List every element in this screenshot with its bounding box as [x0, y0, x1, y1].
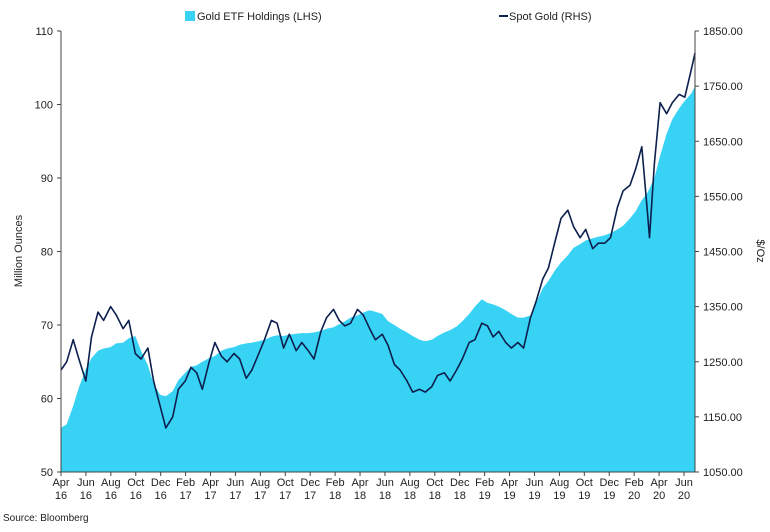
x-tick-year: 19	[578, 490, 590, 502]
x-tick-year: 18	[329, 490, 341, 502]
legend-label-spot: Spot Gold (RHS)	[509, 11, 592, 23]
x-tick-year: 19	[528, 490, 540, 502]
left-tick-label: 110	[35, 26, 53, 38]
x-tick-year: 19	[479, 490, 491, 502]
x-tick-month: Jun	[526, 477, 544, 489]
x-tick-month: Jun	[77, 477, 95, 489]
x-tick-year: 18	[429, 490, 441, 502]
x-tick-month: Feb	[176, 477, 195, 489]
x-tick-year: 17	[304, 490, 316, 502]
x-tick-month: Apr	[501, 477, 518, 489]
x-tick-year: 18	[379, 490, 391, 502]
legend-label-etf: Gold ETF Holdings (LHS)	[197, 11, 322, 23]
x-tick-month: Aug	[550, 477, 570, 489]
x-tick-year: 16	[55, 490, 67, 502]
x-tick-year: 16	[80, 490, 92, 502]
x-tick-month: Dec	[151, 477, 171, 489]
x-tick-year: 16	[105, 490, 117, 502]
right-axis-title: $/Oz	[754, 239, 766, 262]
x-tick-month: Apr	[202, 477, 219, 489]
right-tick-label: 1750.00	[703, 81, 743, 93]
x-tick-month: Jun	[675, 477, 693, 489]
x-tick-year: 18	[354, 490, 366, 502]
left-tick-label: 80	[41, 247, 53, 259]
right-tick-label: 1450.00	[703, 247, 743, 259]
right-tick-label: 1650.00	[703, 136, 743, 148]
x-tick-month: Aug	[400, 477, 420, 489]
x-tick-month: Jun	[227, 477, 245, 489]
etf-holdings-area-layer	[61, 86, 695, 472]
x-tick-month: Apr	[52, 477, 69, 489]
x-tick-month: Dec	[300, 477, 320, 489]
left-tick-label: 50	[41, 467, 53, 479]
x-tick-year: 20	[628, 490, 640, 502]
left-tick-label: 70	[41, 320, 53, 332]
legend: Gold ETF Holdings (LHS) Spot Gold (RHS)	[185, 11, 592, 23]
x-tick-month: Oct	[576, 477, 593, 489]
left-tick-label: 90	[41, 173, 53, 185]
x-tick-year: 16	[130, 490, 142, 502]
left-tick-label: 60	[41, 394, 53, 406]
x-tick-month: Oct	[277, 477, 294, 489]
x-tick-month: Dec	[450, 477, 470, 489]
x-tick-year: 20	[653, 490, 665, 502]
right-tick-label: 1050.00	[703, 467, 743, 479]
x-tick-year: 18	[454, 490, 466, 502]
x-tick-year: 18	[404, 490, 416, 502]
x-tick-month: Feb	[625, 477, 644, 489]
x-tick-month: Oct	[426, 477, 443, 489]
spot-gold-line-layer	[60, 52, 696, 429]
left-tick-labels: 50 60 70 80 90 100 110	[35, 26, 61, 479]
x-tick-year: 20	[678, 490, 690, 502]
right-tick-label: 1550.00	[703, 191, 743, 203]
x-tick-month: Jun	[376, 477, 394, 489]
right-tick-label: 1150.00	[703, 412, 742, 424]
right-tick-label: 1250.00	[703, 357, 743, 369]
x-tick-month: Dec	[599, 477, 619, 489]
x-tick-year: 17	[179, 490, 191, 502]
x-tick-year: 19	[603, 490, 615, 502]
x-tick-year: 19	[553, 490, 565, 502]
x-tick-year: 17	[204, 490, 216, 502]
etf-holdings-area	[61, 86, 695, 472]
x-tick-month: Aug	[101, 477, 121, 489]
right-tick-label: 1350.00	[703, 302, 743, 314]
right-tick-labels: 1050.00 1150.00 1250.00 1350.00 1450.00 1550.…	[695, 26, 743, 479]
x-tick-month: Aug	[251, 477, 271, 489]
spot-gold-line	[60, 52, 696, 429]
x-tick-year: 17	[229, 490, 241, 502]
x-tick-month: Oct	[127, 477, 144, 489]
x-tick-month: Feb	[475, 477, 494, 489]
right-tick-label: 1850.00	[703, 26, 743, 38]
x-tick-month: Apr	[351, 477, 368, 489]
x-tick-year: 17	[254, 490, 266, 502]
x-tick-year: 19	[503, 490, 515, 502]
x-tick-month: Apr	[651, 477, 668, 489]
left-tick-label: 100	[35, 100, 53, 112]
legend-swatch-etf	[185, 11, 195, 21]
x-tick-month: Feb	[326, 477, 345, 489]
left-axis-title: Million Ounces	[13, 214, 25, 287]
x-tick-year: 17	[279, 490, 291, 502]
x-tick-year: 16	[155, 490, 167, 502]
source-note: Source: Bloomberg	[3, 513, 89, 524]
x-tick-labels: Apr16Jun16Aug16Oct16Dec16Feb17Apr17Jun17…	[52, 472, 693, 502]
